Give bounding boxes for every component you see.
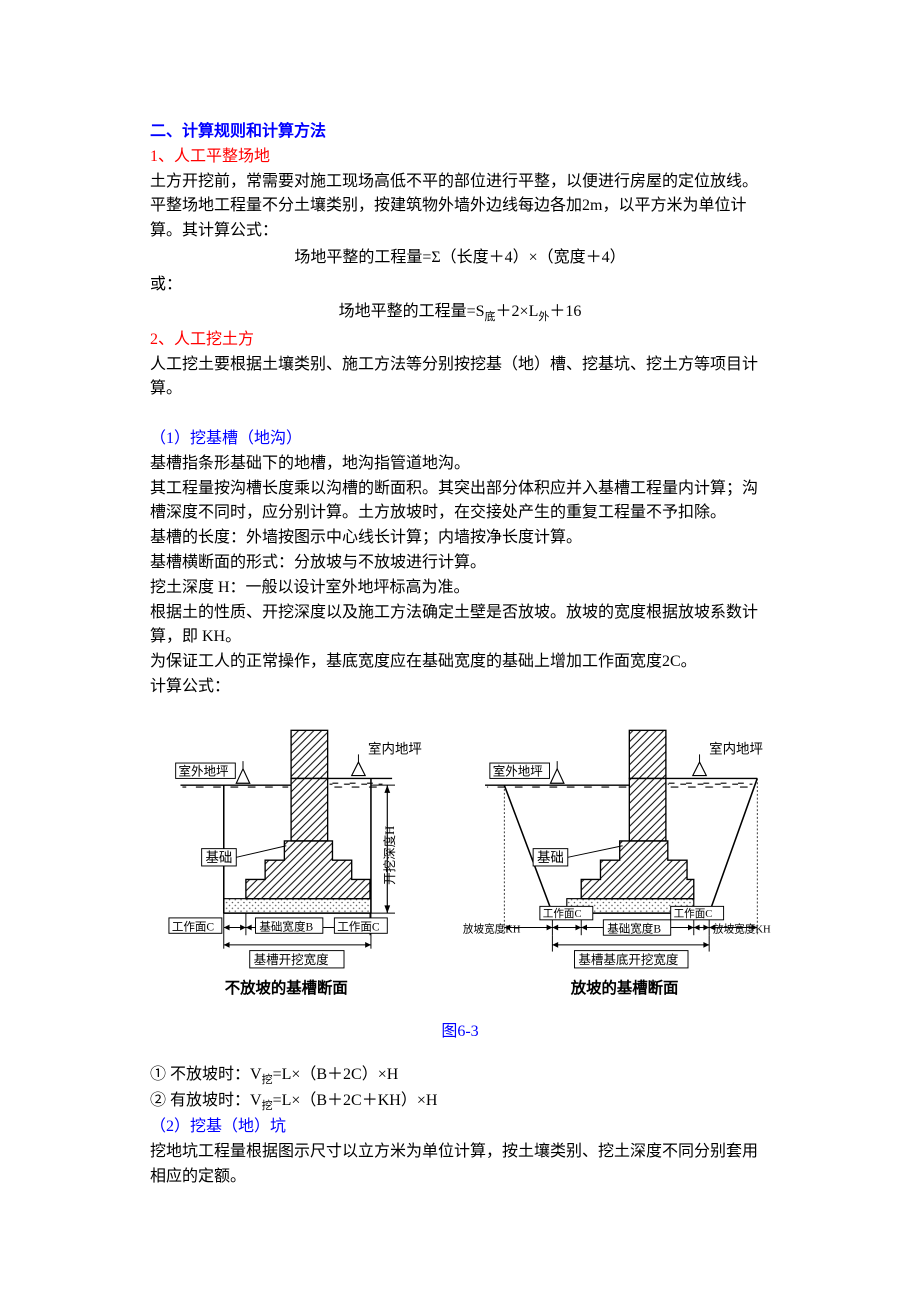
fig-l-outdoor: 室外地坪 xyxy=(179,763,229,778)
fig-l-workface-left: 工作面C xyxy=(172,920,215,933)
figure-left: 室内地坪 室外地坪 基础 xyxy=(142,720,431,1010)
fig-l-excavwidth: 基槽开挖宽度 xyxy=(254,952,330,967)
fig-r-outdoor: 室外地坪 xyxy=(492,763,542,778)
figure-caption: 图6-3 xyxy=(150,1020,770,1045)
sub-1-heading: 1、人工平整场地 xyxy=(150,145,770,170)
formula2-sub2: 外 xyxy=(538,311,549,323)
s2_1-p8: 计算公式： xyxy=(150,675,770,700)
fig-l-workface-right: 工作面C xyxy=(337,920,380,933)
section-2-heading: 二、计算规则和计算方法 xyxy=(150,120,770,145)
f2b: =L×（B＋2C＋KH）×H xyxy=(273,1092,438,1109)
s2_1-p4: 基槽横断面的形式：分放坡与不放坡进行计算。 xyxy=(150,551,770,576)
s1-p1: 土方开挖前，常需要对施工现场高低不平的部位进行平整，以便进行房屋的定位放线。平整… xyxy=(150,170,770,244)
fig-r-basewidth: 基础宽度B xyxy=(607,921,661,935)
s2_1-p1: 基槽指条形基础下的地槽，地沟指管道地沟。 xyxy=(150,452,770,477)
s2_1-p2: 其工程量按沟槽长度乘以沟槽的断面积。其突出部分体积应并入基槽工程量内计算；沟槽深… xyxy=(150,477,770,527)
fig-l-depth: 开挖深度H xyxy=(382,826,397,885)
f2sub: 挖 xyxy=(262,1100,273,1112)
sub-2-heading: 2、人工挖土方 xyxy=(150,328,770,353)
fig-r-workface-left: 工作面C xyxy=(542,908,581,920)
s2_2-p1: 挖地坑工程量根据图示尺寸以立方米为单位计算，按土壤类别、挖土深度不同分别套用相应… xyxy=(150,1140,770,1190)
formula-1: ① 不放坡时：V挖=L×（B＋2C）×H xyxy=(150,1063,770,1089)
figure-right: 室内地坪 室外地坪 基础 xyxy=(461,720,778,1010)
fig-l-basewidth: 基础宽度B xyxy=(259,919,313,933)
s2_1-p7: 为保证工人的正常操作，基底宽度应在基础宽度的基础上增加工作面宽度2C。 xyxy=(150,650,770,675)
s1-or: 或： xyxy=(150,273,770,298)
formula2-c: ＋16 xyxy=(549,303,581,320)
fig-r-foundation: 基础 xyxy=(537,849,564,865)
sub-2-1-heading: （1）挖基槽（地沟） xyxy=(150,427,770,452)
f1sub: 挖 xyxy=(262,1074,273,1086)
formula2-sub1: 底 xyxy=(485,311,496,323)
fig-r-workface-right: 工作面C xyxy=(673,908,712,920)
formula2-b: ＋2×L xyxy=(496,303,539,320)
s1-formula2: 场地平整的工程量=S底＋2×L外＋16 xyxy=(150,300,770,326)
s1-formula1: 场地平整的工程量=Σ（长度＋4）×（宽度＋4） xyxy=(150,246,770,271)
s2_1-p6: 根据土的性质、开挖深度以及施工方法确定土壁是否放坡。放坡的宽度根据放坡系数计算，… xyxy=(150,601,770,651)
fig-r-slope-right: 放坡宽度KH xyxy=(713,922,771,935)
formula-2: ② 有放坡时：V挖=L×（B＋2C＋KH）×H xyxy=(150,1089,770,1115)
s2_1-p3: 基槽的长度：外墙按图示中心线长计算；内墙按净长度计算。 xyxy=(150,526,770,551)
fig-l-foundation: 基础 xyxy=(205,849,232,865)
fig-r-slope-left: 放坡宽度KH xyxy=(463,922,521,935)
f2a: ② 有放坡时：V xyxy=(150,1092,262,1109)
fig-r-excavwidth: 基槽基底开挖宽度 xyxy=(578,952,679,967)
f1b: =L×（B＋2C）×H xyxy=(273,1066,399,1083)
fig-l-indoor: 室内地坪 xyxy=(368,740,422,756)
f1a: ① 不放坡时：V xyxy=(150,1066,262,1083)
figure-6-3-container: 室内地坪 室外地坪 基础 xyxy=(142,720,778,1010)
formula2-a: 场地平整的工程量=S xyxy=(339,303,485,320)
fig-l-title: 不放坡的基槽断面 xyxy=(225,978,348,997)
s2-p1: 人工挖土要根据土壤类别、施工方法等分别按挖基（地）槽、挖基坑、挖土方等项目计算。 xyxy=(150,353,770,403)
fig-r-indoor: 室内地坪 xyxy=(709,740,763,756)
fig-r-title: 放坡的基槽断面 xyxy=(569,978,678,997)
s2_1-p5: 挖土深度 H：一般以设计室外地坪标高为准。 xyxy=(150,576,770,601)
sub-2-2-heading: （2）挖基（地）坑 xyxy=(150,1115,770,1140)
